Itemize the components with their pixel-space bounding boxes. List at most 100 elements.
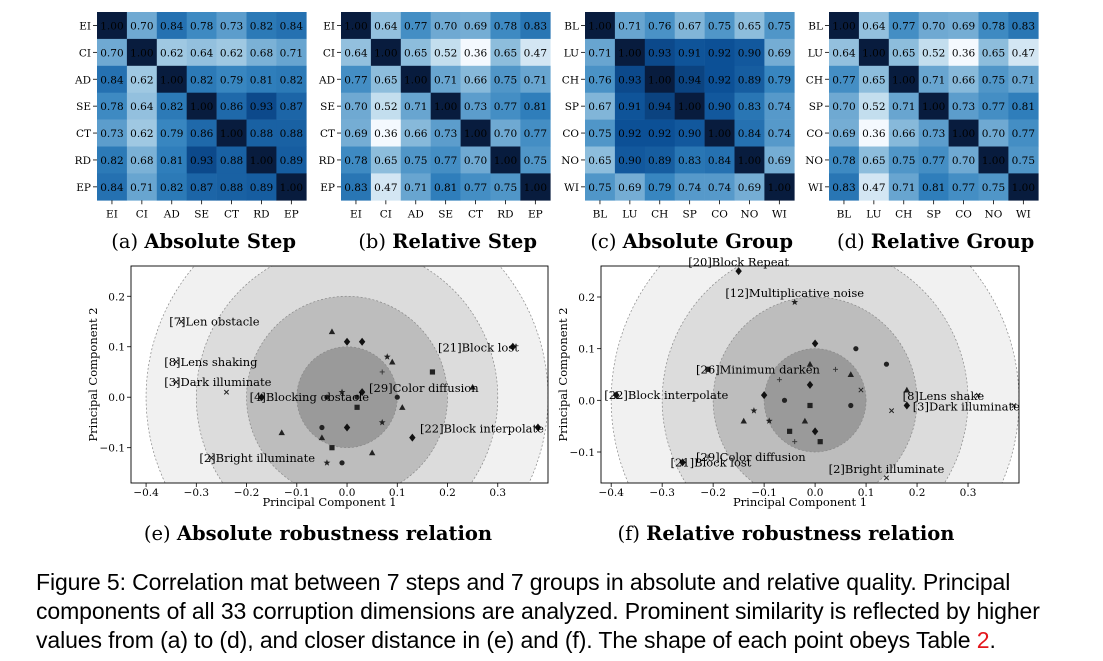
cell-value-label: 0.65 [982,47,1005,59]
x-tick-label: 0.1 [858,487,875,499]
triangle-marker [318,434,326,441]
heatmap-cell [948,92,979,120]
cell-value-label: 0.52 [922,47,945,59]
cell-value-label: 0.75 [524,155,547,167]
cell-value-label: 0.77 [434,155,457,167]
heatmap-cell [156,146,187,174]
cell-value-label: 0.47 [374,182,397,194]
heatmap-cell [858,92,890,120]
cell-value-label: 0.66 [952,74,976,86]
cell-value-label: 0.74 [708,182,732,194]
heatmap-cell [490,12,521,40]
point-annotation: [21]Block lost [438,341,519,355]
triangle-marker [328,328,336,335]
heatmap-cell [460,12,491,40]
heatmap-cell [520,92,551,120]
cell-value-label: 0.77 [404,20,427,32]
cell-value-label: 0.36 [464,47,488,59]
cell-value-label: 0.77 [464,182,487,194]
heatmap-cell [674,119,705,147]
cell-value-label: 0.66 [404,128,428,140]
square-marker [787,428,793,434]
cell-value-label: 0.82 [160,182,183,194]
cell-value-label: 0.79 [648,182,671,194]
circle-marker [781,397,788,403]
cell-value-label: 0.65 [862,155,885,167]
cell-value-label: 0.73 [952,101,975,113]
y-tick-label: EP [76,182,91,194]
cell-value-label: 0.77 [892,20,915,32]
heatmap-cell [400,92,431,120]
cell-value-label: 0.70 [982,128,1005,140]
heatmap-cell [644,12,675,40]
x-tick-label: EP [284,208,299,220]
x-tick-label: AD [163,208,180,220]
star-marker [338,388,346,396]
x-tick-label: AD [407,208,424,220]
cell-value-label: 0.82 [100,155,123,167]
heatmap-cell [430,12,461,40]
cell-value-label: 0.84 [738,128,762,140]
cell-value-label: 0.81 [250,74,273,86]
cell-value-label: 0.88 [250,128,273,140]
star-marker [383,353,391,360]
x-tick-label: CH [651,208,668,220]
heatmap-cell [186,173,217,201]
y-tick-label: SE [76,101,91,113]
heatmap-cell [97,65,128,93]
heatmap-cell [918,92,949,120]
cell-value-label: 0.75 [404,155,427,167]
diamond-marker [679,458,686,467]
cell-value-label: 1.00 [678,101,701,113]
figure-caption: Figure 5: Correlation mat between 7 step… [36,568,1076,655]
cell-value-label: 0.75 [1012,155,1035,167]
x-tick-label: EI [350,208,362,220]
cell-value-label: 0.77 [832,74,855,86]
cell-value-label: 0.75 [588,128,611,140]
cell-value-label: 1.00 [982,155,1005,167]
heatmap-cell [216,38,247,67]
cell-value-label: 1.00 [160,74,183,86]
heatmap-cell [888,65,919,93]
heatmap-cell [370,92,402,120]
cell-value-label: 0.82 [160,101,183,113]
heatmap-cell [978,38,1009,67]
heatmap-cell [216,146,247,174]
cell-value-label: 0.81 [524,101,547,113]
circle-marker [339,460,345,466]
cell-value-label: 0.77 [524,128,547,140]
x-tick-label: −0.1 [284,487,310,499]
heatmap-cell [246,12,277,40]
heatmap-cell [614,92,646,120]
square-marker [354,404,360,410]
heatmap-cell [216,12,247,40]
cell-value-label: 0.62 [130,74,153,86]
heatmap-cell [97,12,128,40]
heatmap-cell [341,38,372,67]
cell-value-label: 0.70 [952,155,975,167]
square-marker [705,366,711,372]
diamond-marker [760,391,768,400]
cell-value-label: 1.00 [832,20,855,32]
cell-value-label: 0.86 [190,128,214,140]
heatmap-cell [246,146,277,174]
heatmap-cell [674,173,705,201]
table-reference-link[interactable]: 2 [976,627,990,653]
heatmap-relative-group: 1.00 0.64 0.77 0.70 0.69 0.78 0.83 0.64 1.00 0.65… [805,12,1039,253]
heatmap-cell [341,173,372,201]
y-tick-label: WI [564,182,579,194]
heatmap-cell [1008,65,1039,93]
y-tick-label: 0.1 [578,344,595,356]
heatmap-cell [614,65,646,93]
plot-area [145,266,548,483]
cell-value-label: 0.73 [100,128,123,140]
y-tick-label: BL [564,20,579,32]
cell-value-label: 0.65 [404,47,427,59]
cell-value-label: 0.71 [1012,74,1035,86]
cell-value-label: 0.47 [862,182,885,194]
x-tick-label: 0.0 [339,487,356,499]
point-annotation: [8]Lens shaking [164,355,258,369]
x-tick-label: WI [772,208,787,220]
y-tick-label: WI [808,182,823,194]
